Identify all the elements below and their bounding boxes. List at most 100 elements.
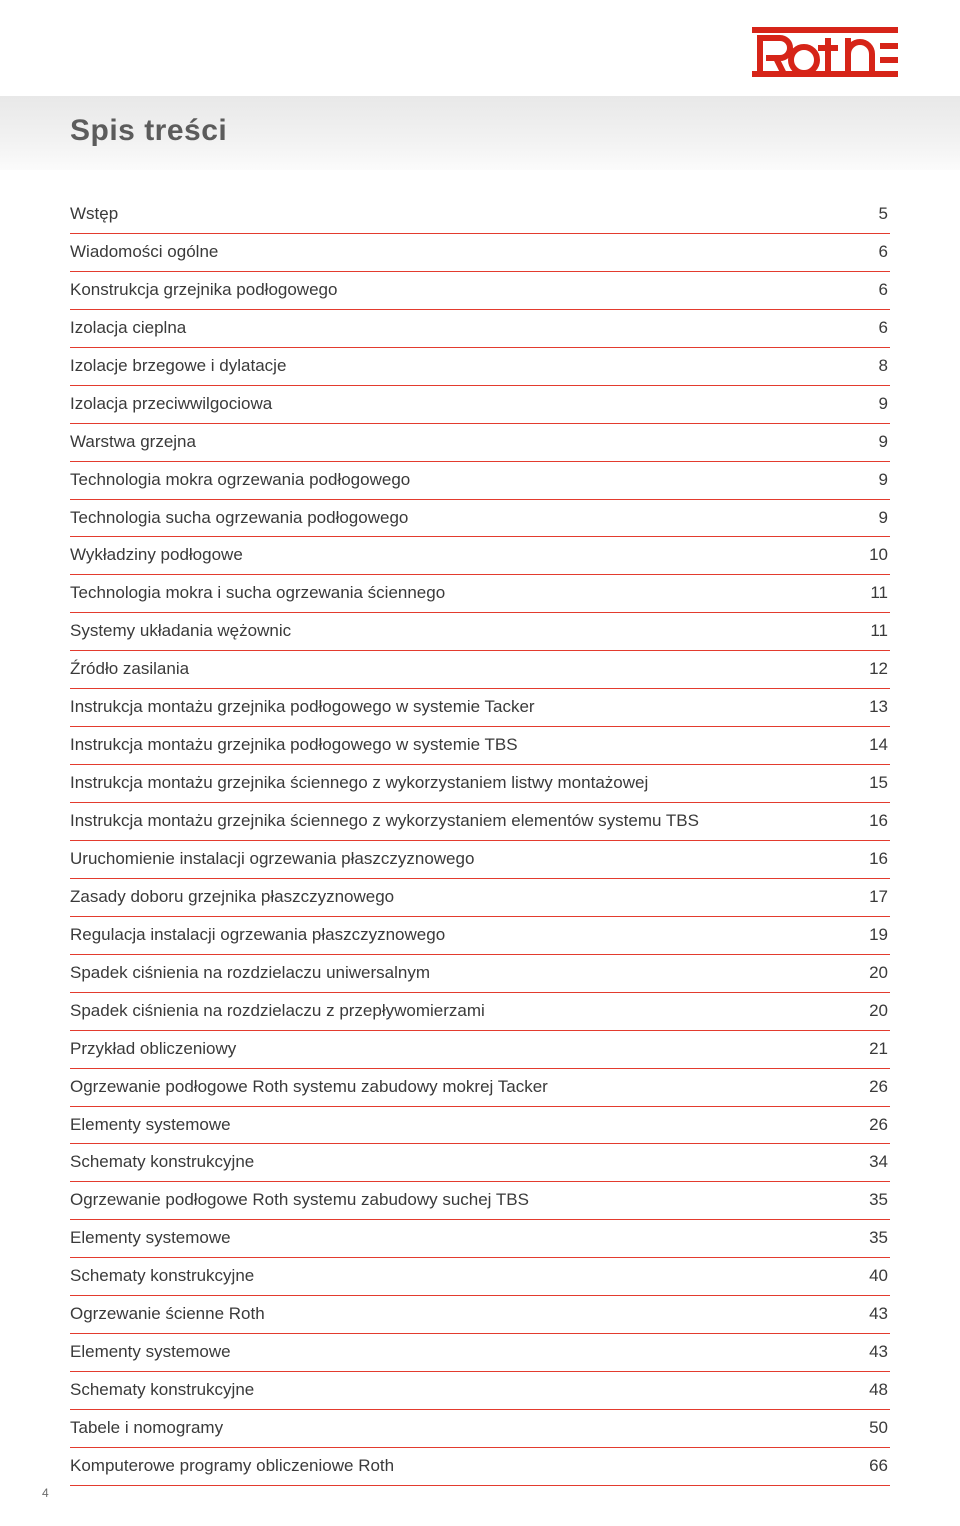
toc-label: Instrukcja montażu grzejnika podłogowego… (70, 734, 853, 757)
toc-label: Systemy układania wężownic (70, 620, 854, 643)
toc-row: Instrukcja montażu grzejnika podłogowego… (70, 689, 890, 727)
toc-page: 43 (853, 1341, 888, 1364)
toc-label: Spadek ciśnienia na rozdzielaczu z przep… (70, 1000, 853, 1023)
toc-page: 26 (853, 1076, 888, 1099)
toc-row: Elementy systemowe43 (70, 1334, 890, 1372)
toc-label: Izolacje brzegowe i dylatacje (70, 355, 863, 378)
toc-page: 12 (853, 658, 888, 681)
toc-page: 19 (853, 924, 888, 947)
toc-row: Instrukcja montażu grzejnika ściennego z… (70, 765, 890, 803)
toc-row: Wiadomości ogólne6 (70, 234, 890, 272)
toc-row: Izolacja cieplna6 (70, 310, 890, 348)
toc-label: Tabele i nomogramy (70, 1417, 853, 1440)
toc-label: Schematy konstrukcyjne (70, 1379, 853, 1402)
toc-label: Komputerowe programy obliczeniowe Roth (70, 1455, 853, 1478)
toc-row: Źródło zasilania12 (70, 651, 890, 689)
document-page: Spis treści Wstęp5Wiadomości ogólne6Kons… (0, 0, 960, 1526)
toc-label: Technologia sucha ogrzewania podłogowego (70, 507, 863, 530)
toc-label: Schematy konstrukcyjne (70, 1151, 853, 1174)
toc-row: Ogrzewanie podłogowe Roth systemu zabudo… (70, 1069, 890, 1107)
toc-page: 9 (863, 431, 888, 454)
toc-row: Technologia mokra i sucha ogrzewania ści… (70, 575, 890, 613)
toc-row: Schematy konstrukcyjne34 (70, 1144, 890, 1182)
toc-row: Ogrzewanie ścienne Roth43 (70, 1296, 890, 1334)
toc-row: Schematy konstrukcyjne48 (70, 1372, 890, 1410)
toc-row: Wstęp5 (70, 196, 890, 234)
toc-page: 40 (853, 1265, 888, 1288)
toc-page: 66 (853, 1455, 888, 1478)
toc-page: 16 (853, 848, 888, 871)
toc-row: Izolacje brzegowe i dylatacje8 (70, 348, 890, 386)
toc-page: 9 (863, 507, 888, 530)
toc-page: 9 (863, 469, 888, 492)
toc-label: Przykład obliczeniowy (70, 1038, 853, 1061)
toc-row: Warstwa grzejna9 (70, 424, 890, 462)
roth-logo (750, 24, 900, 85)
toc-row: Konstrukcja grzejnika podłogowego6 (70, 272, 890, 310)
toc-row: Technologia mokra ogrzewania podłogowego… (70, 462, 890, 500)
toc-label: Wykładziny podłogowe (70, 544, 853, 567)
toc-label: Warstwa grzejna (70, 431, 863, 454)
toc-row: Technologia sucha ogrzewania podłogowego… (70, 500, 890, 538)
toc-label: Schematy konstrukcyjne (70, 1265, 853, 1288)
toc-label: Wstęp (70, 203, 863, 226)
toc-label: Izolacja cieplna (70, 317, 863, 340)
toc-page: 26 (853, 1114, 888, 1137)
toc-row: Spadek ciśnienia na rozdzielaczu uniwers… (70, 955, 890, 993)
toc-row: Schematy konstrukcyjne40 (70, 1258, 890, 1296)
page-title: Spis treści (0, 114, 960, 148)
toc-row: Uruchomienie instalacji ogrzewania płasz… (70, 841, 890, 879)
toc-page: 48 (853, 1379, 888, 1402)
toc-label: Izolacja przeciwwilgociowa (70, 393, 863, 416)
toc-row: Elementy systemowe26 (70, 1107, 890, 1145)
toc-row: Instrukcja montażu grzejnika ściennego z… (70, 803, 890, 841)
toc-label: Elementy systemowe (70, 1227, 853, 1250)
toc-label: Uruchomienie instalacji ogrzewania płasz… (70, 848, 853, 871)
title-band: Spis treści (0, 96, 960, 170)
toc-row: Tabele i nomogramy50 (70, 1410, 890, 1448)
toc-label: Konstrukcja grzejnika podłogowego (70, 279, 863, 302)
toc-page: 35 (853, 1227, 888, 1250)
toc-page: 35 (853, 1189, 888, 1212)
toc-page: 20 (853, 962, 888, 985)
toc-label: Elementy systemowe (70, 1114, 853, 1137)
toc-page: 6 (863, 279, 888, 302)
toc-row: Zasady doboru grzejnika płaszczyznowego1… (70, 879, 890, 917)
toc-label: Technologia mokra ogrzewania podłogowego (70, 469, 863, 492)
toc-page: 14 (853, 734, 888, 757)
toc-row: Systemy układania wężownic11 (70, 613, 890, 651)
toc-page: 13 (853, 696, 888, 719)
toc-page: 6 (863, 241, 888, 264)
toc-row: Ogrzewanie podłogowe Roth systemu zabudo… (70, 1182, 890, 1220)
toc-label: Elementy systemowe (70, 1341, 853, 1364)
toc-label: Zasady doboru grzejnika płaszczyznowego (70, 886, 853, 909)
toc-page: 11 (854, 582, 888, 605)
toc-page: 17 (853, 886, 888, 909)
toc-label: Regulacja instalacji ogrzewania płaszczy… (70, 924, 853, 947)
toc-row: Komputerowe programy obliczeniowe Roth66 (70, 1448, 890, 1486)
toc-label: Spadek ciśnienia na rozdzielaczu uniwers… (70, 962, 853, 985)
toc-row: Przykład obliczeniowy21 (70, 1031, 890, 1069)
toc-label: Instrukcja montażu grzejnika ściennego z… (70, 810, 853, 833)
toc-page: 5 (863, 203, 888, 226)
toc-page: 6 (863, 317, 888, 340)
toc-row: Regulacja instalacji ogrzewania płaszczy… (70, 917, 890, 955)
toc-row: Izolacja przeciwwilgociowa9 (70, 386, 890, 424)
toc-label: Instrukcja montażu grzejnika ściennego z… (70, 772, 853, 795)
toc-row: Wykładziny podłogowe10 (70, 537, 890, 575)
toc-row: Elementy systemowe35 (70, 1220, 890, 1258)
toc-page: 43 (853, 1303, 888, 1326)
toc-row: Instrukcja montażu grzejnika podłogowego… (70, 727, 890, 765)
toc-page: 8 (863, 355, 888, 378)
table-of-contents: Wstęp5Wiadomości ogólne6Konstrukcja grze… (70, 196, 890, 1486)
toc-label: Wiadomości ogólne (70, 241, 863, 264)
toc-page: 21 (853, 1038, 888, 1061)
toc-page: 15 (853, 772, 888, 795)
toc-label: Ogrzewanie podłogowe Roth systemu zabudo… (70, 1189, 853, 1212)
toc-label: Ogrzewanie ścienne Roth (70, 1303, 853, 1326)
toc-page: 10 (853, 544, 888, 567)
toc-page: 11 (854, 620, 888, 643)
toc-page: 34 (853, 1151, 888, 1174)
toc-page: 16 (853, 810, 888, 833)
toc-label: Źródło zasilania (70, 658, 853, 681)
